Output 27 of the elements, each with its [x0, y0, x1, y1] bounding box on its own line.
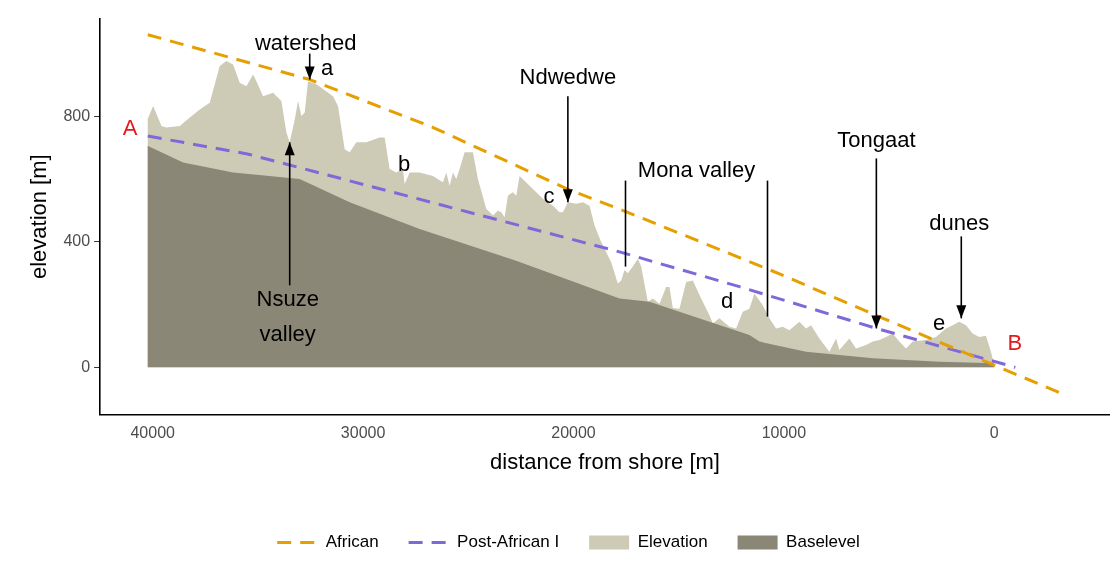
annotation: Tongaat [837, 127, 916, 153]
legend-label: Elevation [637, 532, 708, 552]
x-tick-label: 20000 [551, 424, 596, 442]
x-tick-label: 0 [989, 424, 999, 442]
x-tick-label: 40000 [130, 424, 176, 442]
y-tick-label: 0 [81, 357, 91, 375]
annotation: b [397, 151, 411, 177]
annotation: A [122, 114, 138, 140]
annotation: watershed [253, 29, 357, 55]
annotation: Nsuze valley [256, 286, 319, 347]
annotation: d [720, 287, 734, 313]
legend-label: Post-African I [457, 532, 560, 552]
x-tick-label: 10000 [761, 424, 807, 442]
annotation: B [1007, 329, 1023, 355]
annotation: e [932, 309, 946, 335]
annotation: dunes [929, 210, 990, 236]
y-tick-label: 400 [63, 232, 91, 250]
y-axis-title: elevation [m] [26, 154, 52, 280]
annotation: a [321, 54, 334, 80]
legend-label: Baselevel [786, 532, 860, 552]
annotation: c [543, 183, 555, 209]
legend-label: African [325, 532, 379, 552]
y-tick-label: 800 [63, 106, 91, 124]
x-axis-title: distance from shore [m] [490, 448, 720, 474]
x-tick-label: 30000 [340, 424, 386, 442]
annotation: Mona valley [637, 156, 756, 182]
annotation: Ndwedwe [519, 64, 617, 90]
